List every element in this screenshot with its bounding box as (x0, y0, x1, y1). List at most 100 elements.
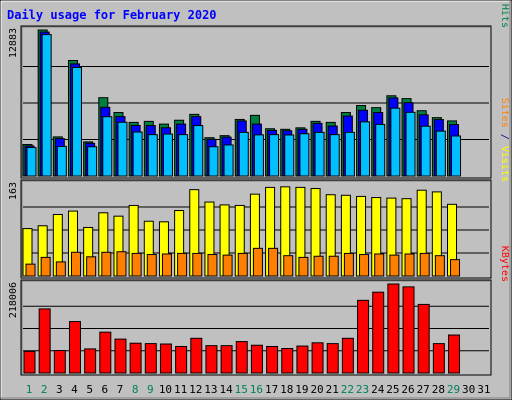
bar-pages-day-6 (102, 116, 113, 177)
x-tick-label: 2 (41, 383, 48, 396)
bar-kbytes-day-10 (159, 343, 172, 374)
x-tick-label: 14 (219, 383, 233, 396)
bar-pages-day-13 (208, 146, 219, 177)
bar-sites-day-23 (359, 254, 370, 277)
y-max-label: 163 (8, 182, 19, 200)
bar-pages-day-19 (299, 133, 310, 177)
x-tick-label: 18 (280, 383, 293, 396)
bar-kbytes-day-20 (311, 342, 324, 374)
series-legend: KBytes (499, 246, 510, 282)
bar-kbytes-day-24 (372, 291, 385, 374)
x-tick-label: 8 (132, 383, 139, 396)
x-tick-label: 5 (86, 383, 93, 396)
bar-kbytes-day-18 (281, 348, 294, 374)
chart-panels: 12883 Pages / Files / Hits 163 Sites / Visi… (8, 0, 510, 376)
chart-title: Daily usage for February 2020 (7, 8, 217, 22)
bar-sites-day-5 (86, 256, 97, 277)
bar-pages-day-23 (360, 121, 371, 177)
bar-kbytes-day-29 (448, 334, 461, 374)
bar-kbytes-day-4 (68, 321, 81, 374)
bar-pages-day-16 (253, 134, 264, 177)
bar-kbytes-day-7 (114, 338, 127, 374)
bar-sites-day-19 (298, 256, 309, 277)
x-tick-label: 6 (101, 383, 108, 396)
bar-pages-day-29 (451, 135, 462, 177)
bar-kbytes-day-14 (220, 345, 233, 374)
bar-pages-day-12 (193, 125, 204, 177)
x-tick-label: 22 (341, 383, 354, 396)
bar-sites-day-24 (374, 253, 385, 277)
bar-pages-day-1 (26, 147, 37, 177)
bar-sites-day-27 (419, 252, 430, 277)
x-tick-label: 23 (356, 383, 369, 396)
bar-sites-day-14 (222, 254, 233, 277)
bar-sites-day-10 (161, 253, 172, 277)
bar-kbytes-day-17 (266, 345, 279, 374)
bar-sites-day-26 (404, 253, 415, 277)
panel-visits-sites: 163 Sites / Visits (8, 98, 510, 279)
x-tick-label: 10 (159, 383, 172, 396)
bar-sites-day-2 (40, 256, 51, 277)
x-tick-label: 4 (71, 383, 78, 396)
bar-pages-day-22 (344, 131, 355, 177)
bar-kbytes-day-19 (296, 345, 309, 374)
bar-pages-day-9 (147, 134, 158, 177)
bar-pages-day-18 (284, 134, 295, 177)
bar-pages-day-27 (420, 125, 431, 177)
bar-sites-day-7 (116, 251, 127, 277)
x-tick-label: 19 (295, 383, 308, 396)
x-tick-label: 13 (204, 383, 217, 396)
bar-pages-day-21 (329, 134, 340, 177)
bar-kbytes-day-16 (250, 344, 263, 374)
bar-kbytes-day-25 (387, 283, 400, 374)
bar-sites-day-6 (101, 251, 112, 277)
x-tick-label: 24 (371, 383, 385, 396)
x-tick-label: 17 (265, 383, 278, 396)
bar-kbytes-day-8 (129, 342, 142, 374)
y-max-label: 218006 (8, 282, 19, 318)
legend-entry: Sites (499, 98, 510, 128)
bar-pages-day-3 (56, 145, 67, 177)
bar-sites-day-17 (268, 247, 279, 277)
bar-pages-day-26 (405, 111, 416, 177)
series-legend: Pages / Files / Hits (499, 0, 510, 28)
bar-sites-day-13 (207, 254, 218, 277)
legend-entry: Visits (499, 146, 510, 182)
bar-kbytes-day-1 (23, 350, 36, 374)
bar-kbytes-day-3 (53, 350, 66, 374)
panel-hits-files-pages: 12883 Pages / Files / Hits (8, 0, 510, 179)
bar-kbytes-day-12 (190, 337, 203, 374)
bar-kbytes-day-27 (417, 303, 430, 374)
bar-pages-day-5 (87, 146, 98, 177)
legend-entry: KBytes (499, 246, 510, 282)
x-tick-label: 3 (56, 383, 63, 396)
legend-entry: / (499, 0, 510, 4)
x-axis: 1 2 3 4 5 6 7 8 9 10 11 12 13 14 15 16 17 18 19 20 21 22 23 24 2… (26, 383, 491, 396)
bar-sites-day-29 (450, 259, 461, 277)
bar-sites-day-12 (192, 252, 203, 277)
series-legend: Sites / Visits (499, 98, 510, 182)
bar-sites-day-8 (131, 252, 142, 277)
y-max-label: 12883 (8, 28, 19, 58)
x-tick-label: 16 (250, 383, 263, 396)
bar-kbytes-day-6 (99, 331, 112, 374)
bar-sites-day-4 (70, 251, 81, 277)
bar-sites-day-21 (328, 255, 339, 277)
bar-sites-day-11 (177, 252, 188, 277)
x-tick-label: 28 (432, 383, 445, 396)
bar-kbytes-day-13 (205, 345, 218, 374)
bar-pages-day-15 (238, 131, 249, 177)
bar-pages-day-17 (269, 134, 280, 177)
legend-entry: / (499, 128, 510, 146)
x-tick-label: 27 (417, 383, 430, 396)
bar-sites-day-15 (237, 252, 248, 277)
bar-kbytes-day-23 (357, 299, 370, 374)
x-tick-label: 25 (386, 383, 399, 396)
bar-kbytes-day-11 (175, 345, 188, 374)
bar-pages-day-14 (223, 144, 234, 177)
bar-sites-day-9 (146, 254, 157, 277)
bar-sites-day-20 (313, 255, 324, 277)
x-tick-label: 1 (26, 383, 33, 396)
bar-pages-day-20 (314, 131, 325, 177)
bar-kbytes-day-15 (235, 341, 248, 374)
